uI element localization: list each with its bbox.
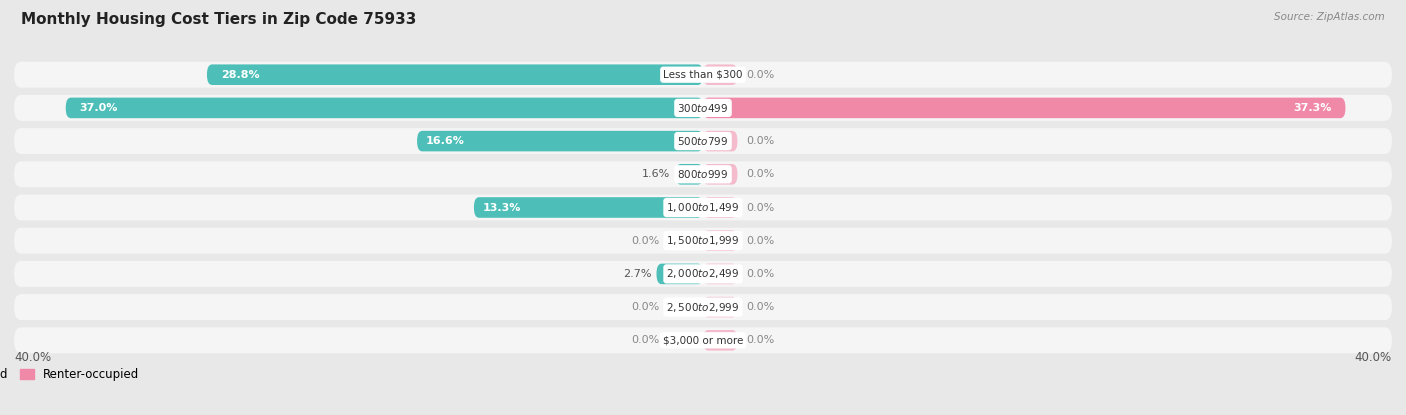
Text: 0.0%: 0.0%: [631, 236, 659, 246]
Text: 37.3%: 37.3%: [1294, 103, 1331, 113]
FancyBboxPatch shape: [14, 128, 1392, 154]
Text: $2,500 to $2,999: $2,500 to $2,999: [666, 300, 740, 314]
FancyBboxPatch shape: [14, 228, 1392, 254]
Text: Monthly Housing Cost Tiers in Zip Code 75933: Monthly Housing Cost Tiers in Zip Code 7…: [21, 12, 416, 27]
Text: Source: ZipAtlas.com: Source: ZipAtlas.com: [1274, 12, 1385, 22]
FancyBboxPatch shape: [703, 164, 738, 185]
Text: 37.0%: 37.0%: [80, 103, 118, 113]
FancyBboxPatch shape: [703, 297, 738, 317]
Text: 0.0%: 0.0%: [747, 335, 775, 345]
Text: $1,500 to $1,999: $1,500 to $1,999: [666, 234, 740, 247]
FancyBboxPatch shape: [14, 95, 1392, 121]
Text: 40.0%: 40.0%: [14, 351, 51, 364]
Text: Less than $300: Less than $300: [664, 70, 742, 80]
Text: 16.6%: 16.6%: [426, 136, 464, 146]
FancyBboxPatch shape: [14, 294, 1392, 320]
Text: 0.0%: 0.0%: [747, 70, 775, 80]
Text: 0.0%: 0.0%: [747, 136, 775, 146]
FancyBboxPatch shape: [474, 197, 703, 218]
Text: $2,000 to $2,499: $2,000 to $2,499: [666, 267, 740, 281]
Text: 0.0%: 0.0%: [631, 302, 659, 312]
FancyBboxPatch shape: [657, 264, 703, 284]
Legend: Owner-occupied, Renter-occupied: Owner-occupied, Renter-occupied: [0, 364, 145, 386]
FancyBboxPatch shape: [418, 131, 703, 151]
Text: 1.6%: 1.6%: [643, 169, 671, 179]
Text: 28.8%: 28.8%: [221, 70, 259, 80]
FancyBboxPatch shape: [703, 64, 738, 85]
FancyBboxPatch shape: [703, 264, 738, 284]
FancyBboxPatch shape: [14, 161, 1392, 187]
FancyBboxPatch shape: [675, 164, 703, 185]
FancyBboxPatch shape: [703, 230, 738, 251]
Text: 0.0%: 0.0%: [747, 236, 775, 246]
Text: 0.0%: 0.0%: [747, 302, 775, 312]
FancyBboxPatch shape: [66, 98, 703, 118]
FancyBboxPatch shape: [14, 327, 1392, 353]
FancyBboxPatch shape: [14, 261, 1392, 287]
Text: 0.0%: 0.0%: [747, 169, 775, 179]
FancyBboxPatch shape: [14, 62, 1392, 88]
Text: $800 to $999: $800 to $999: [678, 168, 728, 180]
FancyBboxPatch shape: [703, 131, 738, 151]
Text: 0.0%: 0.0%: [747, 203, 775, 212]
FancyBboxPatch shape: [14, 195, 1392, 220]
FancyBboxPatch shape: [703, 197, 738, 218]
Text: 40.0%: 40.0%: [1355, 351, 1392, 364]
Text: $1,000 to $1,499: $1,000 to $1,499: [666, 201, 740, 214]
Text: 0.0%: 0.0%: [747, 269, 775, 279]
FancyBboxPatch shape: [703, 98, 1346, 118]
Text: $300 to $499: $300 to $499: [678, 102, 728, 114]
Text: 0.0%: 0.0%: [631, 335, 659, 345]
Text: 2.7%: 2.7%: [623, 269, 651, 279]
FancyBboxPatch shape: [703, 330, 738, 351]
FancyBboxPatch shape: [207, 64, 703, 85]
Text: 13.3%: 13.3%: [482, 203, 520, 212]
Text: $3,000 or more: $3,000 or more: [662, 335, 744, 345]
Text: $500 to $799: $500 to $799: [678, 135, 728, 147]
